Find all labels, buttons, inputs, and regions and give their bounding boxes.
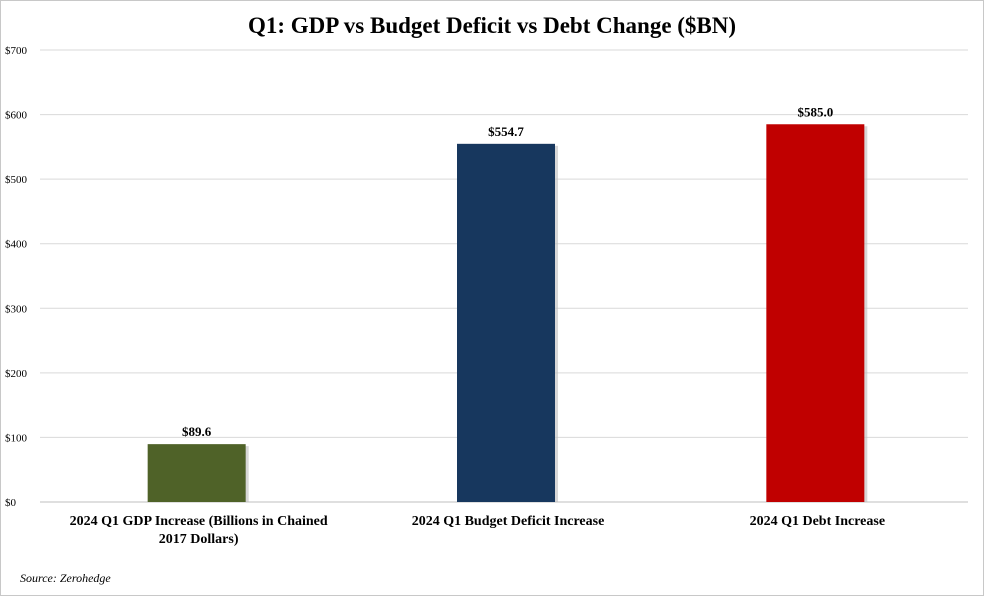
y-tick-label: $400 (5, 239, 28, 251)
bars (147, 124, 868, 503)
data-label: $89.6 (182, 424, 212, 439)
chart-title: Q1: GDP vs Budget Deficit vs Debt Change… (248, 13, 736, 38)
category-label: 2024 Q1 Debt Increase (750, 514, 885, 529)
category-label: 2024 Q1 Budget Deficit Increase (412, 514, 605, 529)
data-label: $554.7 (488, 124, 524, 139)
bar (147, 444, 246, 502)
bar (457, 143, 555, 503)
y-tick-label: $200 (5, 368, 28, 380)
category-labels: 2024 Q1 GDP Increase (Billions in Chaine… (70, 514, 885, 547)
category-label: 2017 Dollars) (159, 532, 239, 547)
y-tick-label: $500 (5, 174, 28, 186)
y-tick-label: $0 (5, 497, 17, 509)
source-note: Source: Zerohedge (20, 571, 111, 585)
bar (766, 124, 865, 502)
y-axis-ticks: $0 $100 $200 $300 $400 $500 $600 $700 (5, 45, 28, 509)
category-label: 2024 Q1 GDP Increase (Billions in Chaine… (70, 514, 328, 529)
data-labels: $89.6 $554.7 $585.0 (182, 104, 833, 439)
y-tick-label: $700 (5, 45, 28, 57)
data-label: $585.0 (797, 104, 833, 119)
y-tick-label: $300 (5, 303, 28, 315)
y-tick-label: $100 (5, 432, 28, 444)
y-tick-label: $600 (5, 110, 28, 122)
